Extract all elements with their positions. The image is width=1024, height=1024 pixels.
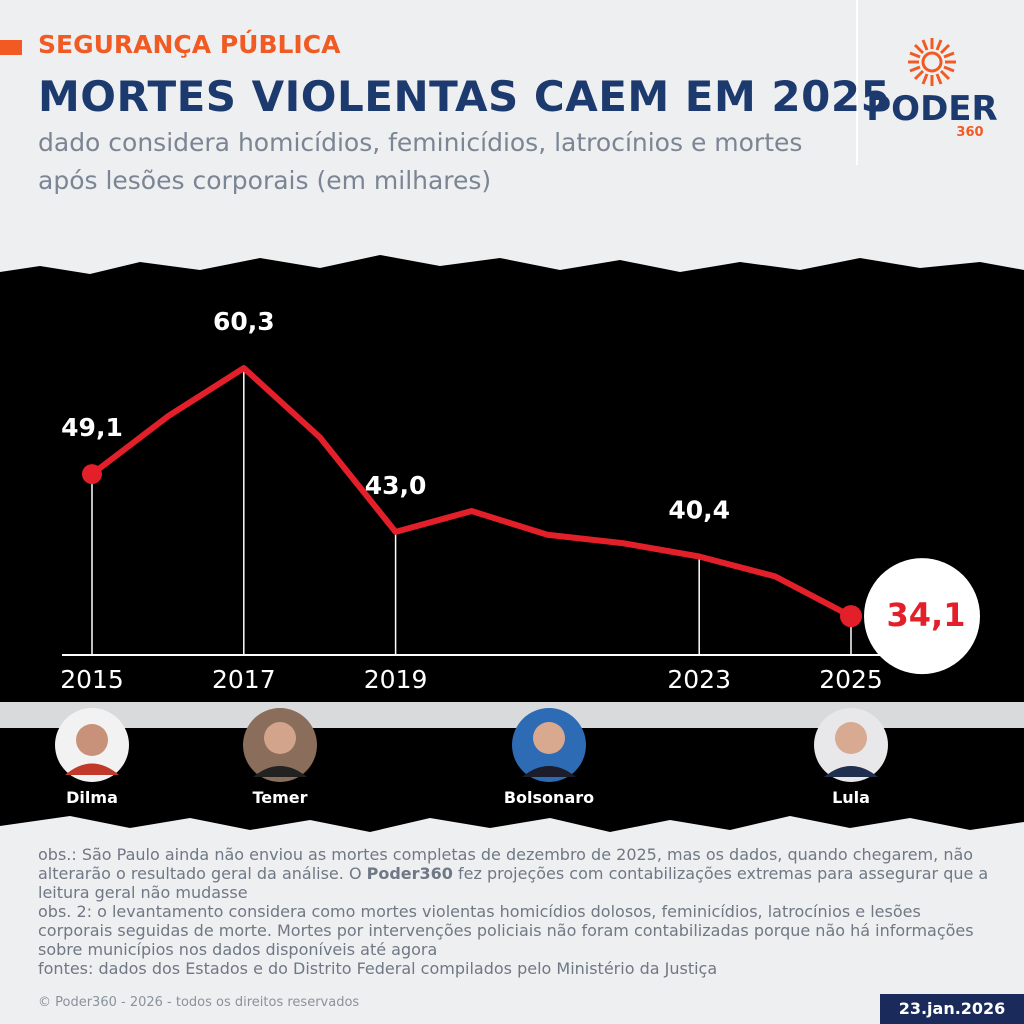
note-text: fez projeções com contabilizações extrem…	[38, 864, 989, 902]
president-name: Bolsonaro	[504, 788, 594, 807]
value-label: 40,4	[668, 496, 730, 525]
president-name: Temer	[252, 788, 307, 807]
portraits	[55, 708, 888, 782]
value-label: 43,0	[365, 471, 427, 500]
x-tick-label: 2017	[212, 665, 276, 694]
x-tick-label: 2025	[819, 665, 883, 694]
point	[82, 464, 102, 485]
value-label: 34,1	[887, 596, 966, 634]
note: fontes: dados dos Estados e do Distrito …	[38, 959, 718, 978]
chart-band	[0, 255, 1024, 702]
logo-sun	[908, 38, 956, 86]
title: MORTES VIOLENTAS CAEM EM 2025	[38, 72, 891, 121]
president-name: Dilma	[66, 788, 118, 807]
value-label: 60,3	[213, 307, 275, 336]
x-tick-label: 2019	[364, 665, 428, 694]
line	[90, 365, 853, 619]
x-tick-label: 2023	[667, 665, 731, 694]
value-label: 49,1	[61, 413, 123, 442]
subtitle: dado considera homicídios, feminicídios,…	[38, 128, 803, 195]
date: 23.jan.2026	[880, 994, 1024, 1024]
note: obs.: São Paulo ainda não enviou as mort…	[38, 845, 998, 902]
notes: obs.: São Paulo ainda não enviou as mort…	[38, 845, 998, 978]
note: obs. 2: o levantamento considera como mo…	[38, 902, 974, 959]
section-label: SEGURANÇA PÚBLICA	[38, 30, 341, 59]
copyright: © Poder360 - 2026 - todos os direitos re…	[38, 995, 360, 1010]
highlight-bubble	[864, 558, 980, 675]
point	[840, 605, 862, 628]
x-tick-label: 2015	[60, 665, 124, 694]
note-text: obs.: São Paulo ainda não enviou as mort…	[38, 845, 974, 883]
logo-text: PODER	[866, 89, 997, 129]
president-name: Lula	[832, 788, 870, 807]
logo-sub: 360	[956, 125, 983, 140]
section-marker	[0, 40, 22, 55]
note-bold: Poder360	[366, 864, 453, 883]
